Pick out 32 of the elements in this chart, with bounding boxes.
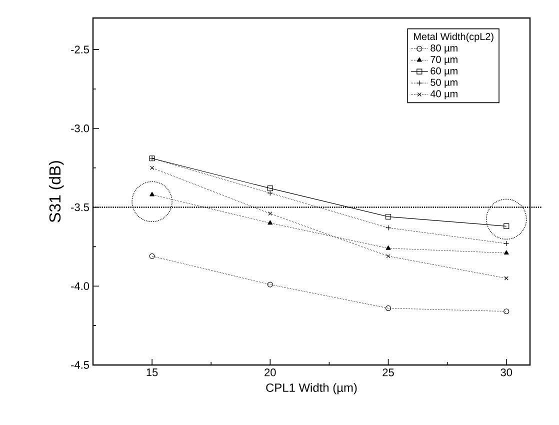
legend-label: 70 µm	[430, 56, 458, 65]
legend-label: 40 µm	[430, 90, 458, 100]
x-tick-label: 30	[500, 368, 512, 376]
point	[267, 282, 273, 288]
point	[504, 250, 509, 255]
legend-label: 50 µm	[430, 78, 458, 88]
point	[386, 254, 390, 258]
point	[149, 253, 155, 259]
point	[386, 245, 391, 250]
point	[504, 308, 510, 314]
legend-title: Metal Width(cpL2)	[414, 32, 494, 42]
x-tick-label: 25	[382, 368, 394, 376]
point	[385, 224, 392, 231]
point	[150, 192, 155, 196]
point	[385, 214, 392, 220]
y-tick-label: -4.0	[71, 282, 90, 290]
y-axis-title: S31 (dB)	[48, 161, 64, 222]
y-tick-label: -4.5	[71, 361, 90, 369]
point	[385, 305, 392, 312]
point	[268, 212, 272, 216]
point	[150, 166, 154, 170]
y-tick-label: -3.0	[71, 124, 90, 132]
point	[504, 223, 510, 229]
x-tick-label: 15	[146, 368, 158, 376]
x-axis-title: CPL1 Width (µm)	[266, 383, 357, 394]
legend-label: 60 µm	[430, 67, 458, 76]
y-tick-label: -2.5	[71, 46, 90, 54]
y-tick-label: -3.5	[71, 203, 90, 212]
x-tick-label: 20	[264, 368, 276, 376]
legend-label: 80 µm	[430, 44, 458, 54]
point	[504, 276, 508, 280]
point	[268, 220, 273, 225]
